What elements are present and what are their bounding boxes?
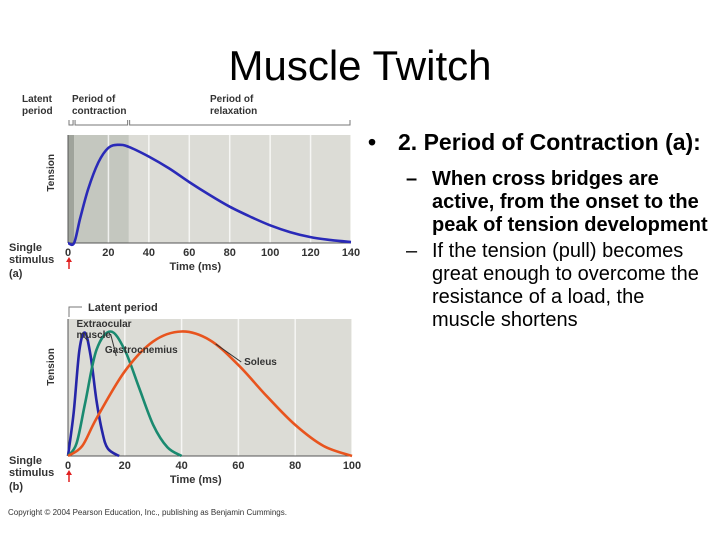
x-tick-label: 20 [119, 460, 131, 472]
bullet-main-text: 2. Period of Contraction (a): [398, 129, 701, 155]
x-tick-label: 120 [301, 247, 319, 259]
x-tick-label: 0 [65, 460, 71, 472]
stimulus-label: Single [9, 242, 42, 254]
label-latent-period: Latent [22, 94, 53, 105]
x-tick-label: 40 [175, 460, 187, 472]
x-tick-label: 40 [143, 247, 155, 259]
label-relaxation-2: relaxation [210, 106, 257, 117]
x-tick-label: 60 [232, 460, 244, 472]
series-label: muscle [77, 330, 112, 341]
sub-bullet-1-text: When cross bridges are active, from the … [432, 168, 708, 236]
bullet-list: • 2. Period of Contraction (a): – When c… [368, 128, 713, 332]
phase-bracket [75, 120, 128, 125]
stimulus-label: stimulus [9, 254, 54, 266]
bullet-glyph: • [368, 128, 376, 156]
stimulus-label: Single [9, 455, 42, 467]
x-tick-label: 100 [343, 460, 361, 472]
twitch-chart-b: 0 20 40 60 80 100 Time (ms) Tension Singlestimul… [4, 297, 366, 512]
label-contraction-2: contraction [72, 106, 126, 117]
stimulus-label: stimulus [9, 467, 54, 479]
sub-bullet-1: – When cross bridges are active, from th… [368, 168, 713, 237]
phase-bracket [69, 120, 73, 125]
x-tick-label: 140 [342, 247, 360, 259]
dash-glyph: – [406, 168, 417, 191]
x-tick-label: 100 [261, 247, 279, 259]
x-tick-label: 80 [289, 460, 301, 472]
panel-label: (b) [9, 481, 23, 493]
phase-bracket [130, 120, 350, 125]
sub-bullet-2-text: If the tension (pull) becomes great enou… [432, 240, 699, 331]
x-tick-label: 0 [65, 247, 71, 259]
phase-band [68, 135, 74, 243]
x-axis-label: Time (ms) [170, 474, 222, 486]
x-tick-label: 60 [183, 247, 195, 259]
label-contraction-1: Period of [72, 94, 116, 105]
bullet-main: • 2. Period of Contraction (a): [368, 128, 713, 156]
x-axis-label: Time (ms) [169, 261, 221, 273]
sub-bullet-2: – If the tension (pull) becomes great en… [368, 240, 713, 332]
copyright-text: Copyright © 2004 Pearson Education, Inc.… [8, 508, 287, 517]
y-axis-label: Tension [46, 348, 57, 386]
series-label: Soleus [244, 357, 277, 368]
twitch-chart-a: Latent period Period of contraction Peri… [4, 92, 366, 287]
label-latent-period-2: period [22, 106, 53, 117]
x-tick-label: 80 [224, 247, 236, 259]
dash-glyph: – [406, 240, 417, 263]
x-tick-label: 20 [102, 247, 114, 259]
series-label: Extraocular [77, 319, 132, 330]
panel-label: (a) [9, 268, 23, 280]
latent-period-annotation: Latent period [88, 302, 158, 314]
latent-bracket [69, 307, 82, 317]
label-relaxation-1: Period of [210, 94, 254, 105]
y-axis-label: Tension [46, 154, 57, 192]
slide-title: Muscle Twitch [0, 42, 720, 90]
phase-band [74, 135, 129, 243]
